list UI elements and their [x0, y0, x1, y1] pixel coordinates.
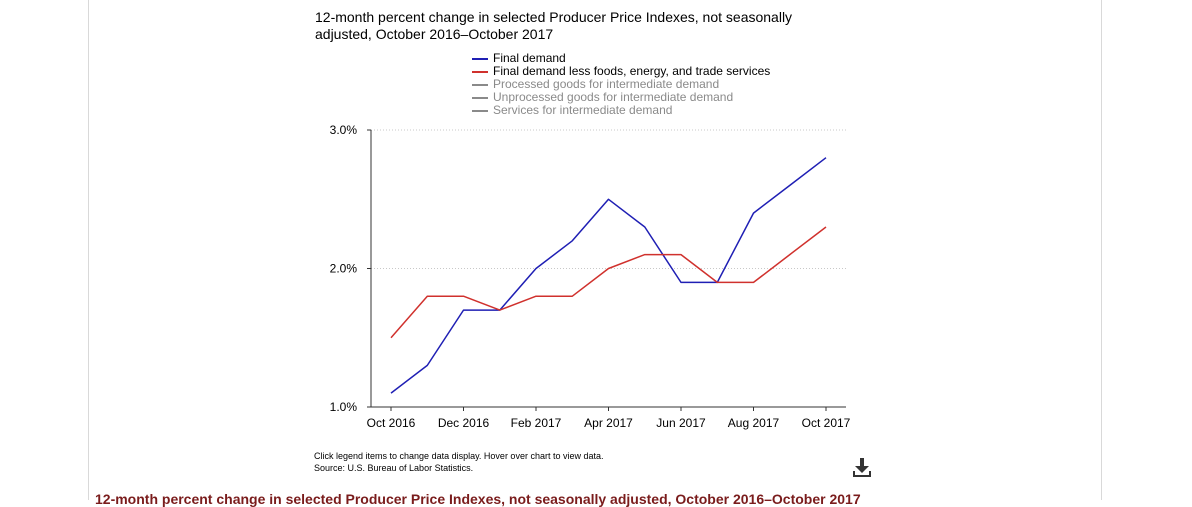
x-tick-label: Aug 2017	[728, 416, 780, 430]
x-tick-label: Jun 2017	[656, 416, 706, 430]
data-point[interactable]	[388, 390, 394, 396]
data-point[interactable]	[751, 210, 757, 216]
series-line-1	[390, 226, 827, 339]
data-point[interactable]	[533, 266, 539, 272]
legend-label: Unprocessed goods for intermediate deman…	[493, 90, 734, 104]
legend-label: Final demand less foods, energy, and tra…	[493, 64, 771, 78]
data-point[interactable]	[787, 252, 793, 258]
x-tick-label: Apr 2017	[584, 416, 633, 430]
data-point[interactable]	[424, 362, 430, 368]
legend-item-services[interactable]: Services for intermediate demand	[472, 104, 770, 117]
x-tick-label: Dec 2016	[438, 416, 490, 430]
legend-item-final-demand-less-foods[interactable]: Final demand less foods, energy, and tra…	[472, 65, 770, 78]
y-tick-label: 1.0%	[330, 400, 358, 414]
chart-notes: Click legend items to change data displa…	[314, 450, 603, 474]
data-point[interactable]	[569, 238, 575, 244]
content-border-right	[1101, 0, 1102, 500]
legend-swatch	[472, 109, 488, 112]
data-point[interactable]	[461, 307, 467, 313]
section-heading: 12-month percent change in selected Prod…	[95, 491, 861, 507]
legend-item-processed-goods[interactable]: Processed goods for intermediate demand	[472, 78, 770, 91]
x-tick-label: Oct 2017	[802, 416, 851, 430]
download-icon	[853, 458, 871, 477]
legend-label: Processed goods for intermediate demand	[493, 77, 720, 91]
series-line-0	[390, 157, 827, 394]
data-point[interactable]	[787, 182, 793, 188]
data-point[interactable]	[823, 224, 829, 230]
legend-swatch	[472, 57, 488, 60]
legend-item-final-demand[interactable]: Final demand	[472, 52, 770, 65]
chart-title: 12-month percent change in selected Prod…	[315, 9, 793, 42]
x-tick-label: Feb 2017	[511, 416, 562, 430]
legend-item-unprocessed-goods[interactable]: Unprocessed goods for intermediate deman…	[472, 91, 770, 104]
legend-label: Final demand	[493, 51, 566, 65]
data-point[interactable]	[678, 279, 684, 285]
data-point[interactable]	[569, 293, 575, 299]
data-point[interactable]	[751, 279, 757, 285]
data-point[interactable]	[497, 307, 503, 313]
chart-source: Source: U.S. Bureau of Labor Statistics.	[314, 463, 474, 473]
legend-swatch	[472, 83, 488, 86]
legend-swatch	[472, 96, 488, 99]
data-point[interactable]	[533, 293, 539, 299]
data-point[interactable]	[606, 266, 612, 272]
data-point[interactable]	[606, 196, 612, 202]
data-point[interactable]	[388, 335, 394, 341]
data-point[interactable]	[823, 155, 829, 161]
y-tick-label: 3.0%	[330, 123, 358, 137]
data-point[interactable]	[424, 293, 430, 299]
data-point[interactable]	[642, 252, 648, 258]
x-tick-label: Oct 2016	[367, 416, 416, 430]
data-point[interactable]	[642, 224, 648, 230]
data-point[interactable]	[461, 293, 467, 299]
chart-instructions: Click legend items to change data displa…	[314, 451, 604, 461]
legend-label: Services for intermediate demand	[493, 103, 673, 117]
download-button[interactable]	[850, 455, 874, 479]
data-point[interactable]	[714, 279, 720, 285]
y-tick-label: 2.0%	[330, 262, 358, 276]
legend-swatch	[472, 70, 488, 73]
content-border-left	[88, 0, 89, 500]
chart-legend: Final demand Final demand less foods, en…	[472, 52, 770, 117]
data-point[interactable]	[678, 252, 684, 258]
